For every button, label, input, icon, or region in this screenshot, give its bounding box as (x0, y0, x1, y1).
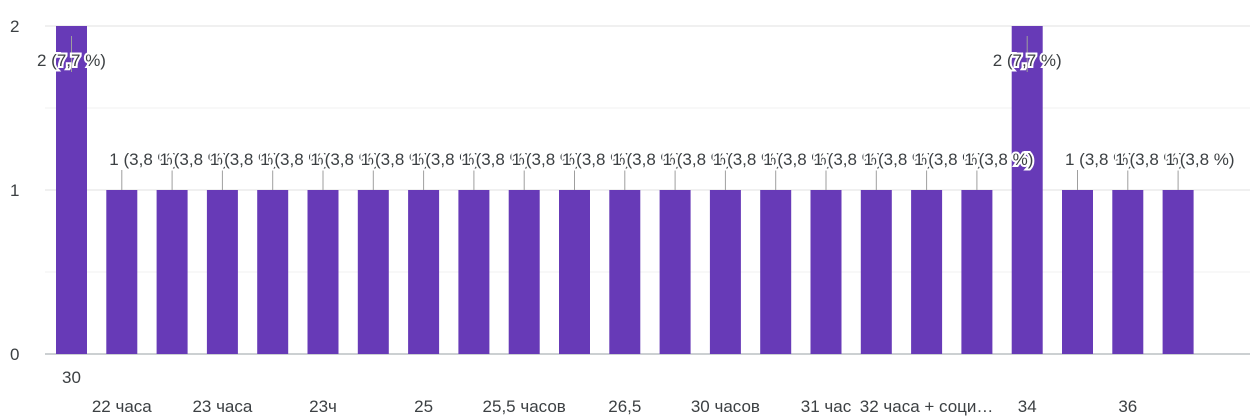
bar (307, 190, 339, 354)
x-tick-label: 25 (414, 397, 433, 416)
data-label: 1 (3,8 %) (763, 150, 832, 169)
data-label: 2 (7,7 %) (37, 51, 106, 70)
data-label: 2 (7,7 %) (993, 51, 1062, 70)
data-label: 1 (3,8 %) (1065, 150, 1134, 169)
bar (860, 190, 892, 354)
bar (458, 190, 490, 354)
x-tick-label: 30 (62, 368, 81, 387)
x-tick-label: 31 час (801, 397, 852, 416)
bar (961, 190, 993, 354)
bar (106, 190, 138, 354)
bar (1112, 190, 1144, 354)
data-label: 1 (3,8 %) (1166, 150, 1235, 169)
data-label: 1 (3,8 %) (260, 150, 329, 169)
bar (206, 190, 238, 354)
bar (760, 190, 792, 354)
data-label: 1 (3,8 %) (914, 150, 983, 169)
x-tick-label: 32 часа + соци… (860, 397, 994, 416)
x-tick-label: 22 часа (92, 397, 152, 416)
bar (357, 190, 389, 354)
bar (1011, 26, 1043, 354)
bar (156, 190, 188, 354)
y-tick-label: 2 (10, 17, 19, 36)
bar (408, 190, 440, 354)
y-tick-label: 0 (10, 345, 19, 364)
data-label: 1 (3,8 %) (160, 150, 229, 169)
x-axis-ticks: 30 22 часа 23 часа 23ч 25 25,5 часов 26,5 30 ча… (62, 368, 1137, 416)
data-label: 1 (3,8 %) (864, 150, 933, 169)
data-label: 1 (3,8 %) (814, 150, 883, 169)
x-tick-label: 30 часов (691, 397, 760, 416)
bar (508, 190, 540, 354)
bar (609, 190, 641, 354)
y-axis-ticks: 0 1 2 (10, 17, 19, 364)
bar (659, 190, 691, 354)
x-tick-label: 23ч (309, 397, 337, 416)
data-label: 1 (3,8 %) (713, 150, 782, 169)
bar (257, 190, 289, 354)
x-tick-label: 26,5 (608, 397, 641, 416)
data-label: 1 (3,8 %) (612, 150, 681, 169)
bar (559, 190, 590, 354)
x-tick-label: 34 (1018, 397, 1037, 416)
data-label: 1 (3,8 %) (461, 150, 530, 169)
label-leaders (71, 36, 1179, 190)
data-label: 1 (3,8 %) (964, 150, 1033, 169)
bar (911, 190, 943, 354)
data-label: 1 (3,8 %) (562, 150, 631, 169)
data-label: 1 (3,8 %) (663, 150, 732, 169)
x-tick-label: 23 часа (192, 397, 252, 416)
data-labels: 2 (7,7 %)1 (3,8 %)1 (3,8 %)1 (3,8 %)1 (3… (35, 49, 1237, 171)
data-label: 1 (3,8 %) (210, 150, 279, 169)
bars (56, 26, 1194, 354)
bar (709, 190, 741, 354)
x-tick-label: 25,5 часов (483, 397, 566, 416)
y-tick-label: 1 (10, 181, 19, 200)
bar (1062, 190, 1093, 354)
data-label: 1 (3,8 %) (411, 150, 480, 169)
data-label: 1 (3,8 %) (311, 150, 380, 169)
data-label: 1 (3,8 %) (361, 150, 430, 169)
bar (56, 26, 87, 354)
gridlines (45, 25, 1250, 355)
data-label: 1 (3,8 %) (512, 150, 581, 169)
x-tick-label: 36 (1118, 397, 1137, 416)
bar (1162, 190, 1194, 354)
data-label: 1 (3,8 %) (109, 150, 178, 169)
bar (810, 190, 842, 354)
data-label: 1 (3,8 %) (1115, 150, 1184, 169)
